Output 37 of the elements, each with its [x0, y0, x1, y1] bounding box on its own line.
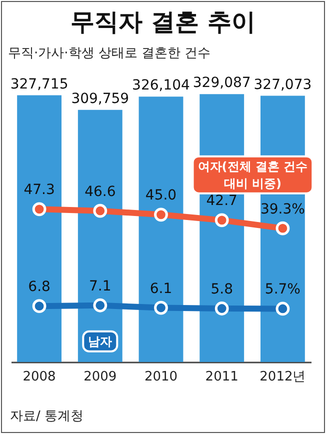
x-tick-label: 2012년: [260, 370, 306, 384]
x-tick-label: 2011: [205, 370, 238, 384]
point: [214, 213, 229, 228]
x-tick-label: 2010: [144, 370, 178, 384]
data-label: 47.3: [24, 182, 55, 198]
point: [276, 221, 290, 236]
chart-title: 무직자 결혼 추이: [70, 7, 256, 38]
point: [93, 204, 108, 218]
x-tick-label: 2009: [84, 370, 117, 384]
point: [93, 298, 108, 312]
data-label: 326,104: [132, 78, 190, 94]
data-label: 327,073: [254, 76, 312, 93]
point: [214, 302, 229, 316]
data-label: 45.0: [145, 188, 177, 204]
point: [154, 300, 168, 315]
point: [32, 299, 46, 314]
data-label: 5.8: [210, 281, 233, 298]
bar: [138, 96, 184, 362]
bar: [17, 95, 62, 362]
data-label: 46.6: [84, 184, 116, 200]
x-tick-label: 2008: [22, 370, 56, 384]
text: 여자(전체 결혼 건수 대비 비중): [198, 159, 308, 190]
text: 남자: [88, 334, 112, 348]
data-label: 42.7: [206, 193, 238, 210]
data-label: 7.1: [89, 278, 112, 294]
data-label: 39.3%: [260, 201, 305, 218]
data-label: 6.1: [150, 280, 172, 297]
data-label: 6.8: [28, 279, 50, 296]
point: [154, 208, 168, 222]
text: 자료/ 통계청: [10, 408, 84, 425]
data-label: 309,759: [71, 90, 130, 107]
data-label: 327,715: [10, 76, 68, 92]
data-label: 5.7%: [264, 282, 300, 298]
chart-subtitle: 무직·가사·학생 상태로 결혼한 건수: [8, 45, 211, 62]
data-label: 329,087: [192, 75, 251, 92]
point: [32, 202, 46, 216]
point: [276, 302, 290, 316]
